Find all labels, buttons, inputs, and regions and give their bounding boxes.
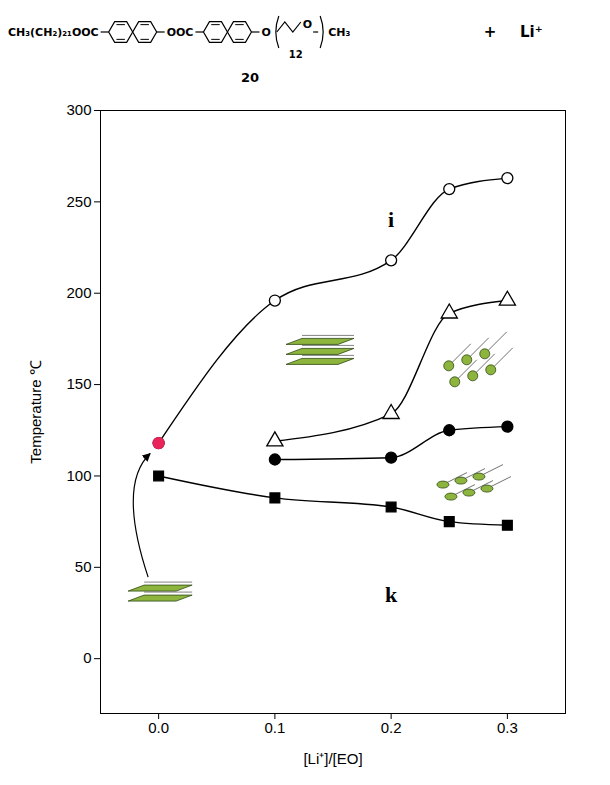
svg-text:O: O xyxy=(261,26,270,39)
svg-text:[Li⁺]/[EO]: [Li⁺]/[EO] xyxy=(303,750,362,767)
svg-text:0.2: 0.2 xyxy=(381,719,402,736)
svg-text:O: O xyxy=(303,18,312,31)
svg-text:20: 20 xyxy=(241,70,259,85)
svg-text:Temperature ℃: Temperature ℃ xyxy=(27,360,44,463)
svg-text:+: + xyxy=(484,23,497,41)
svg-text:0.1: 0.1 xyxy=(264,719,285,736)
svg-text:100: 100 xyxy=(66,467,91,484)
svg-text:0: 0 xyxy=(83,649,91,666)
svg-text:OOC: OOC xyxy=(167,26,194,39)
svg-text:k: k xyxy=(385,582,398,607)
svg-text:300: 300 xyxy=(66,101,91,118)
svg-text:12: 12 xyxy=(289,49,303,60)
svg-text:0.0: 0.0 xyxy=(148,719,169,736)
svg-text:50: 50 xyxy=(75,558,92,575)
svg-text:150: 150 xyxy=(66,375,91,392)
svg-text:CH₃(CH₂)₂₁OOC: CH₃(CH₂)₂₁OOC xyxy=(8,26,99,39)
svg-text:CH₃: CH₃ xyxy=(328,26,350,39)
svg-text:250: 250 xyxy=(66,193,91,210)
svg-text:0.3: 0.3 xyxy=(497,719,518,736)
svg-text:200: 200 xyxy=(66,284,91,301)
svg-text:i: i xyxy=(388,207,394,232)
svg-text:Li⁺: Li⁺ xyxy=(520,23,543,41)
